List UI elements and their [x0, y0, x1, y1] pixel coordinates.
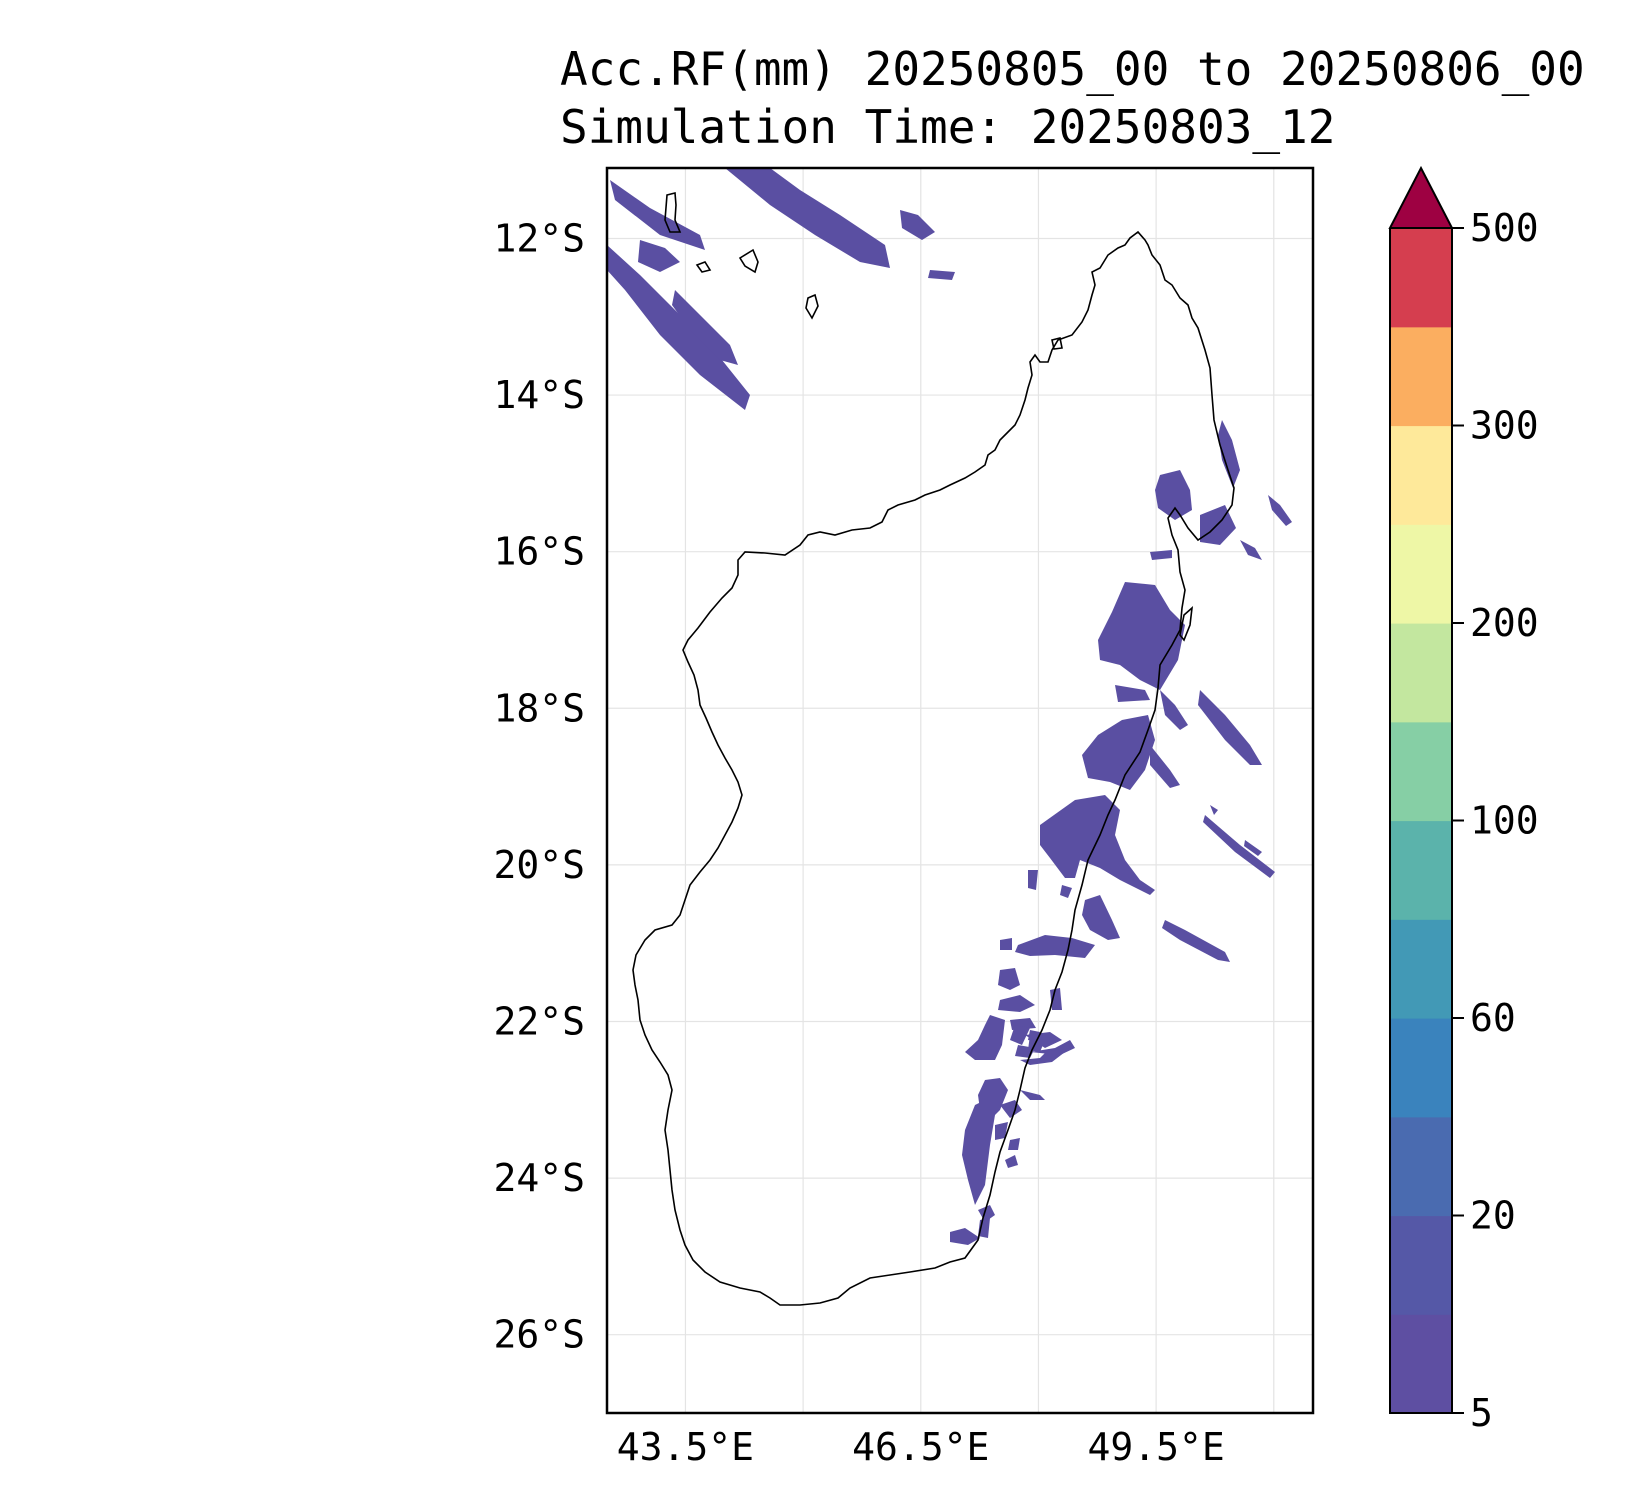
colorbar: 5 20 60 100 200 300 500: [1388, 165, 1539, 1435]
rainfall-area: [1050, 988, 1062, 1010]
rainfall-area: [1030, 1040, 1075, 1055]
colorbar-bin: [1390, 1116, 1452, 1217]
colorbar-tick-label: 100: [1470, 799, 1539, 843]
lat-tick-label: 20°S: [493, 843, 585, 887]
madagascar-coastline: [632, 230, 1235, 1306]
rainfall-area: [978, 1205, 995, 1222]
colorbar-tick-label: 5: [1470, 1391, 1493, 1435]
lat-tick-label: 18°S: [493, 686, 585, 730]
lat-tick-label: 22°S: [493, 999, 585, 1043]
rainfall-area: [1008, 1138, 1020, 1150]
map-gridlines: [607, 168, 1313, 1413]
rainfall-area: [1098, 582, 1185, 690]
colorbar-bin: [1390, 326, 1452, 427]
rainfall-area: [965, 1015, 1005, 1060]
lat-tick-label: 26°S: [493, 1313, 585, 1357]
rainfall-area: [1005, 1155, 1018, 1168]
coastline: [632, 191, 1235, 1306]
lat-tick-label: 12°S: [493, 216, 585, 260]
island-outline: [664, 191, 682, 233]
rainfall-area: [1000, 938, 1012, 950]
rainfall-area: [978, 1218, 990, 1238]
colorbar-bin: [1390, 1215, 1452, 1315]
colorbar-bin: [1390, 228, 1452, 328]
island-outline: [738, 248, 759, 274]
lon-tick-label: 49.5°E: [1087, 1425, 1224, 1469]
colorbar-bin: [1390, 1018, 1452, 1118]
rainfall-area: [928, 270, 955, 280]
rainfall-area: [1155, 470, 1192, 520]
lat-tick-label: 24°S: [493, 1156, 585, 1200]
rainfall-area: [1162, 920, 1230, 962]
rainfall-area: [962, 1100, 995, 1205]
rainfall-area: [900, 210, 935, 240]
rainfall-area: [638, 240, 680, 272]
rainfall-area: [998, 968, 1020, 990]
lon-tick-label: 46.5°E: [852, 1425, 989, 1469]
rainfall-area: [1210, 805, 1218, 815]
colorbar-extend-max: [1388, 165, 1454, 229]
lon-tick-label: 43.5°E: [617, 1425, 754, 1469]
rainfall-area: [1040, 795, 1155, 895]
rainfall-area: [1015, 935, 1095, 958]
rainfall-area: [672, 290, 738, 365]
colorbar-bin: [1390, 1314, 1452, 1414]
rainfall-area: [1150, 550, 1172, 560]
rainfall-area: [1160, 690, 1188, 730]
colorbar-bin: [1390, 524, 1452, 624]
island-outline: [695, 261, 712, 273]
rainfall-area: [1198, 690, 1262, 765]
rainfall-area: [1150, 745, 1180, 788]
rainfall-area: [1115, 685, 1150, 702]
colorbar-bin: [1390, 425, 1452, 525]
longitude-labels: 43.5°E 46.5°E 49.5°E: [617, 1425, 1225, 1469]
rainfall-area: [607, 245, 750, 410]
colorbar-tick-label: 200: [1470, 601, 1539, 645]
rainfall-area: [1020, 1090, 1045, 1100]
rainfall-area: [1060, 885, 1072, 898]
rainfall-area: [1082, 715, 1155, 790]
colorbar-tick-label: 500: [1470, 206, 1539, 250]
rainfall-area: [1028, 870, 1038, 890]
rainfall-area: [1240, 540, 1262, 560]
lat-tick-label: 16°S: [493, 530, 585, 574]
rainfall-area: [1244, 840, 1262, 856]
rainfall-area: [1020, 1050, 1065, 1065]
island-outline: [1179, 606, 1194, 642]
colorbar-tick-label: 60: [1470, 996, 1516, 1040]
colorbar-tick-label: 20: [1470, 1194, 1516, 1238]
title-line-2: Simulation Time: 20250803_12: [560, 100, 1336, 154]
colorbar-bin: [1390, 623, 1452, 723]
rainfall-area: [610, 180, 705, 250]
lat-tick-label: 14°S: [493, 373, 585, 417]
rainfall-area: [1218, 420, 1240, 488]
map-frame: [605, 166, 1315, 1415]
latitude-labels: 12°S 14°S 16°S 18°S 20°S 22°S 24°S 26°S: [493, 216, 585, 1356]
island-outline: [1051, 337, 1063, 350]
rainfall-areas: [607, 168, 1292, 1245]
rainfall-area: [1268, 495, 1292, 526]
rainfall-area: [1082, 895, 1120, 940]
colorbar-bin: [1390, 820, 1452, 920]
colorbar-bin: [1390, 919, 1452, 1019]
colorbar-tick-label: 300: [1470, 404, 1539, 448]
island-outline: [805, 293, 819, 320]
rainfall-area: [995, 1122, 1008, 1140]
rainfall-area: [1010, 1025, 1030, 1045]
rainfall-area: [1203, 815, 1275, 878]
colorbar-bin: [1390, 721, 1452, 822]
rainfall-area: [998, 995, 1035, 1012]
rainfall-area: [950, 1228, 980, 1245]
rainfall-area: [725, 168, 890, 268]
